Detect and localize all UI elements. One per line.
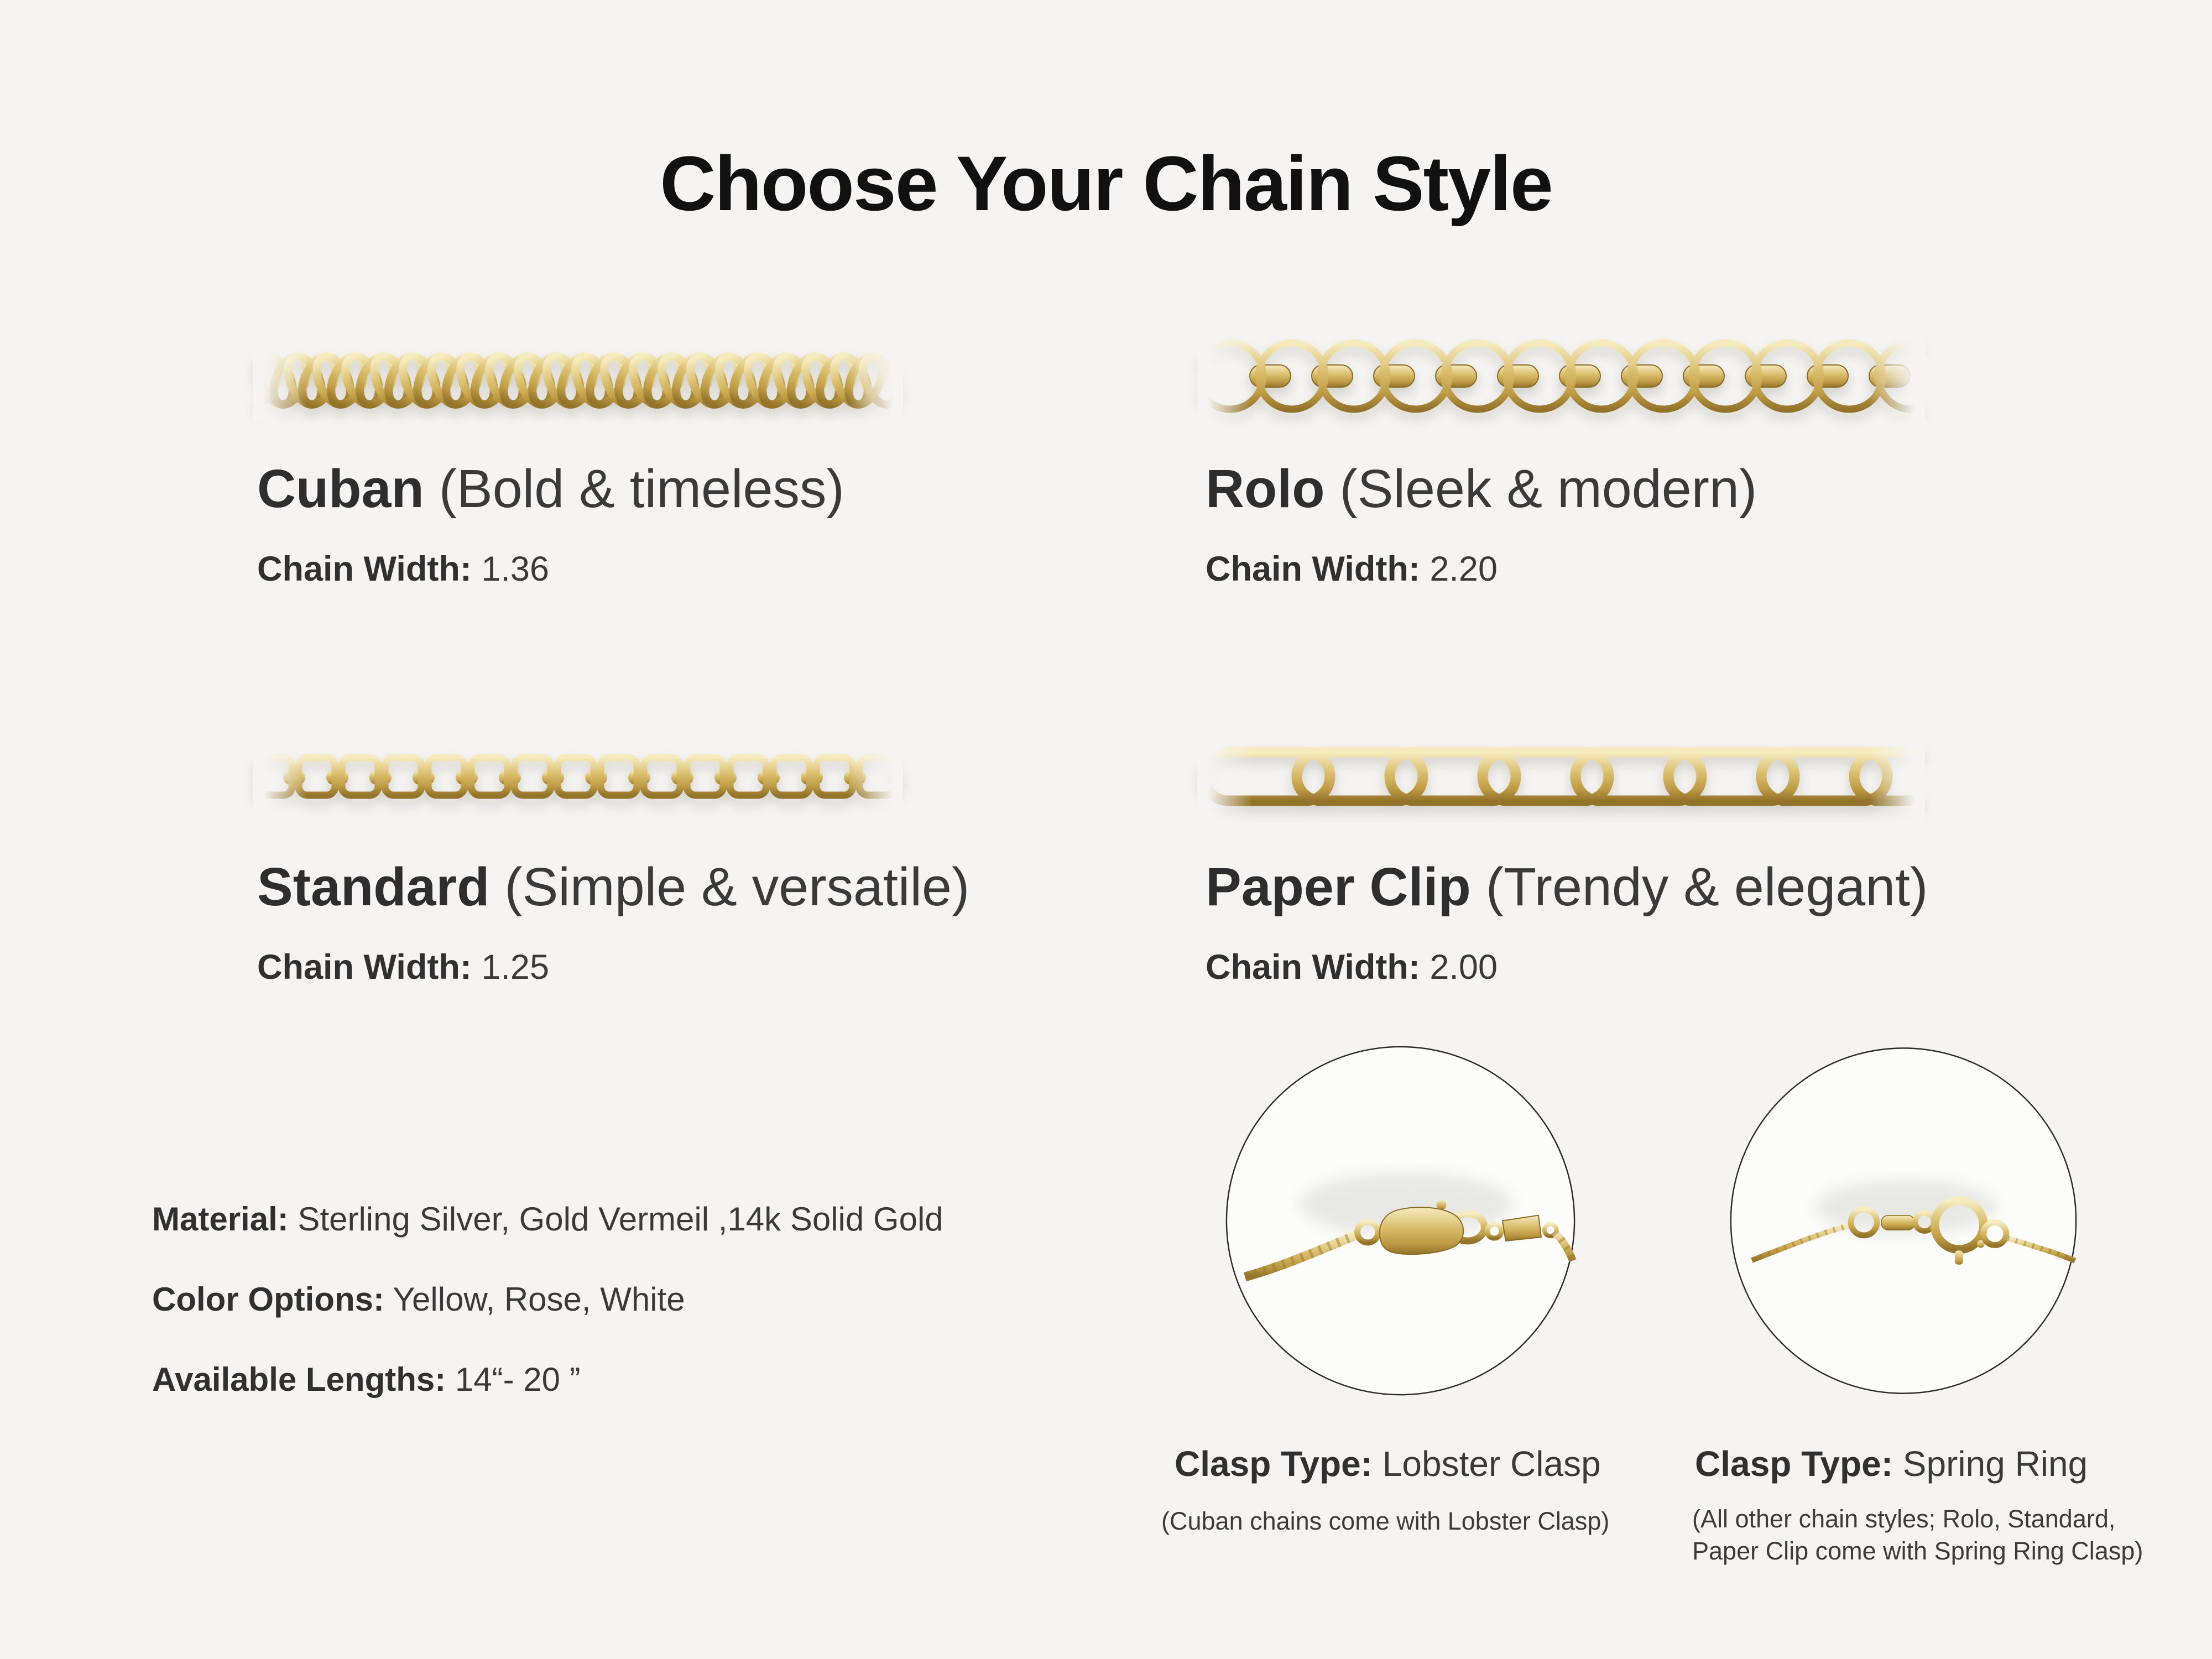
lobster-clasp-image [1223,1044,1578,1398]
clasp-type-value: Spring Ring [1902,1444,2088,1484]
chain-heading-cuban: Cuban (Bold & timeless) [257,461,844,517]
chain-width-cuban: Chain Width: 1.36 [257,552,549,587]
available-lengths-value: 14“- 20 ” [455,1361,581,1398]
clasp-type-label: Clasp Type: [1695,1444,1893,1484]
chain-width-rolo: Chain Width: 2.20 [1206,552,1498,587]
chain-width-value: 2.00 [1430,948,1498,987]
paper-clip-chain-links [1199,731,1923,822]
standard-chain-links [254,751,901,815]
spring-ring-image [1728,1044,2079,1398]
spring-ring-figure [1730,1047,2077,1394]
chain-name: Standard [257,857,490,917]
chain-width-label: Chain Width: [257,948,472,987]
chain-tagline: (Trendy & elegant) [1485,857,1928,917]
lobster-clasp-figure [1225,1046,1577,1396]
chain-name: Paper Clip [1206,857,1471,917]
cuban-chain-image [253,338,903,422]
clasp-shadow [1815,1180,1997,1234]
chain-heading-rolo: Rolo (Sleek & modern) [1206,461,1757,517]
color-options-value: Yellow, Rose, White [393,1281,685,1318]
chain-name: Rolo [1206,458,1325,519]
color-options-line: Color Options: Yellow, Rose, White [152,1280,685,1318]
chain-tagline: (Bold & timeless) [439,458,844,519]
clasp-heading-spring-ring: Clasp Type: Spring Ring [1695,1444,2088,1483]
available-lengths-label: Available Lengths: [152,1361,446,1398]
clasp-heading-lobster: Clasp Type: Lobster Clasp [1175,1444,1601,1483]
clasp-note-lobster: (Cuban chains come with Lobster Clasp) [1161,1507,1610,1535]
chain-name: Cuban [257,458,424,519]
available-lengths-line: Available Lengths: 14“- 20 ” [152,1360,581,1399]
rolo-chain-links [1199,324,1923,429]
clasp-type-label: Clasp Type: [1175,1444,1373,1484]
material-line: Material: Sterling Silver, Gold Vermeil … [152,1200,943,1238]
chain-heading-paper-clip: Paper Clip (Trendy & elegant) [1206,859,1928,915]
cuban-chain-links [254,342,901,419]
material-value: Sterling Silver, Gold Vermeil ,14k Solid… [298,1201,943,1238]
chain-width-paper-clip: Chain Width: 2.00 [1206,950,1498,985]
chain-heading-standard: Standard (Simple & versatile) [257,859,969,915]
chain-width-value: 1.25 [481,948,549,987]
color-options-label: Color Options: [152,1281,384,1318]
page-title: Choose Your Chain Style [660,140,1553,227]
paper-clip-chain-image [1197,728,1925,826]
clasp-type-value: Lobster Clasp [1382,1444,1601,1484]
lobster-clasp-shapes [1244,1200,1577,1282]
chain-width-value: 1.36 [481,550,549,588]
spring-ring-shapes [1751,1196,2077,1265]
chain-tagline: (Simple & versatile) [504,857,970,917]
chain-width-label: Chain Width: [1206,550,1420,588]
chain-width-standard: Chain Width: 1.25 [257,950,549,985]
chain-width-label: Chain Width: [257,550,472,588]
chain-tagline: (Sleek & modern) [1339,458,1757,519]
rolo-chain-image [1197,320,1925,432]
standard-chain-image [253,748,903,818]
clasp-note-spring-ring: (All other chain styles; Rolo, Standard,… [1692,1505,2143,1565]
chain-width-value: 2.20 [1430,550,1498,588]
material-label: Material: [152,1201,289,1238]
chain-width-label: Chain Width: [1206,948,1420,987]
